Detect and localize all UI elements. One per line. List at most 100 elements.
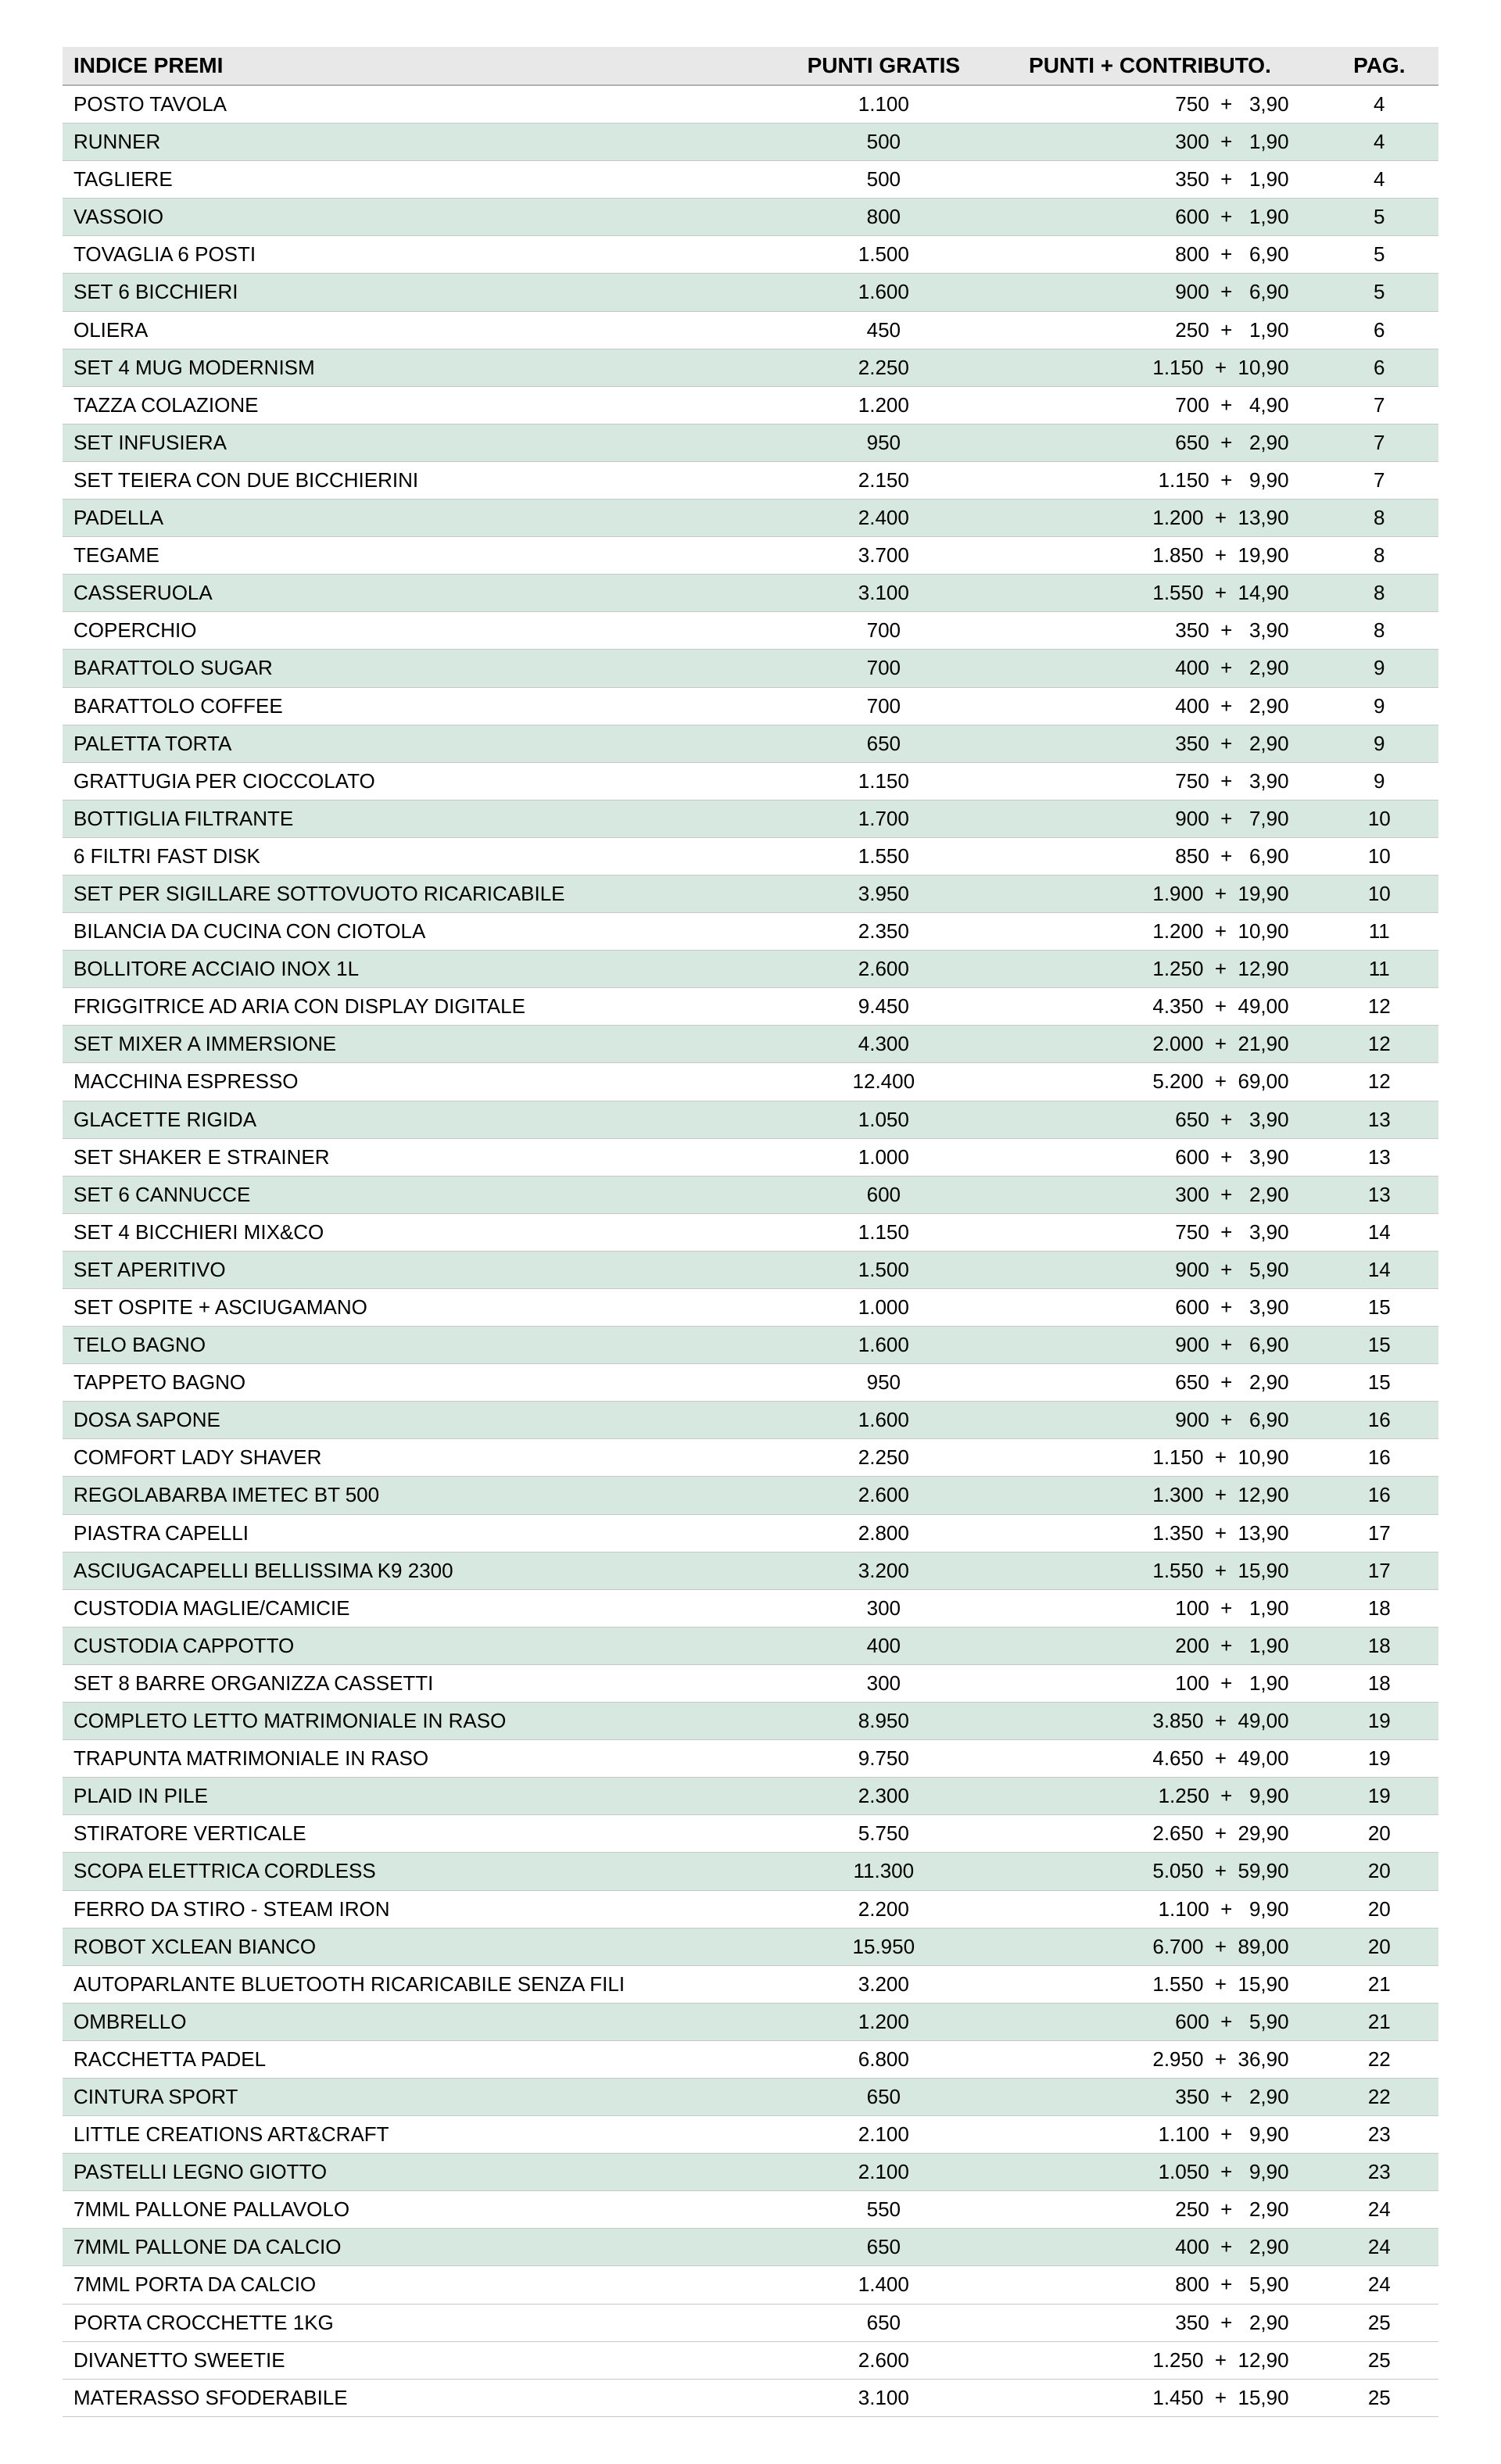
cell-page: 20	[1320, 1890, 1438, 1928]
table-row: POSTO TAVOLA1.100 750 + 3,904	[63, 85, 1438, 124]
cell-punti-gratis: 1.700	[787, 800, 980, 837]
cell-punti-contributo: 1.050 + 9,90	[980, 2154, 1320, 2191]
cell-page: 12	[1320, 1063, 1438, 1101]
cell-name: 7MML PALLONE PALLAVOLO	[63, 2191, 787, 2229]
table-row: MACCHINA ESPRESSO12.400 5.200 + 69,0012	[63, 1063, 1438, 1101]
table-row: OMBRELLO1.200 600 + 5,9021	[63, 2003, 1438, 2040]
cell-name: SET 4 MUG MODERNISM	[63, 349, 787, 386]
cell-page: 19	[1320, 1703, 1438, 1740]
cell-name: LITTLE CREATIONS ART&CRAFT	[63, 2116, 787, 2154]
cell-page: 19	[1320, 1740, 1438, 1778]
cell-name: ASCIUGACAPELLI BELLISSIMA K9 2300	[63, 1552, 787, 1589]
cell-name: COMFORT LADY SHAVER	[63, 1439, 787, 1477]
cell-punti-contributo: 1.150 + 10,90	[980, 349, 1320, 386]
cell-name: MATERASSO SFODERABILE	[63, 2379, 787, 2416]
table-row: SET TEIERA CON DUE BICCHIERINI2.150 1.15…	[63, 461, 1438, 499]
cell-punti-gratis: 650	[787, 2229, 980, 2266]
cell-punti-gratis: 2.100	[787, 2116, 980, 2154]
table-row: SET 4 BICCHIERI MIX&CO1.150 750 + 3,9014	[63, 1213, 1438, 1251]
cell-name: TAZZA COLAZIONE	[63, 386, 787, 424]
table-row: BARATTOLO COFFEE700 400 + 2,909	[63, 687, 1438, 725]
cell-punti-gratis: 2.600	[787, 951, 980, 988]
cell-punti-gratis: 600	[787, 1176, 980, 1213]
cell-punti-contributo: 1.350 + 13,90	[980, 1514, 1320, 1552]
cell-page: 21	[1320, 1965, 1438, 2003]
cell-name: TELO BAGNO	[63, 1327, 787, 1364]
table-row: MATERASSO SFODERABILE3.100 1.450 + 15,90…	[63, 2379, 1438, 2416]
cell-name: RUNNER	[63, 124, 787, 161]
cell-page: 12	[1320, 988, 1438, 1026]
cell-name: 6 FILTRI FAST DISK	[63, 837, 787, 875]
cell-punti-gratis: 950	[787, 1364, 980, 1402]
table-body: POSTO TAVOLA1.100 750 + 3,904RUNNER500 3…	[63, 85, 1438, 2416]
cell-punti-contributo: 1.550 + 14,90	[980, 575, 1320, 612]
cell-punti-gratis: 2.400	[787, 500, 980, 537]
cell-punti-contributo: 1.150 + 9,90	[980, 461, 1320, 499]
cell-punti-contributo: 600 + 1,90	[980, 199, 1320, 236]
cell-name: SCOPA ELETTRICA CORDLESS	[63, 1853, 787, 1890]
cell-name: SET 4 BICCHIERI MIX&CO	[63, 1213, 787, 1251]
cell-page: 4	[1320, 124, 1438, 161]
cell-punti-gratis: 2.350	[787, 913, 980, 951]
cell-page: 6	[1320, 349, 1438, 386]
cell-page: 25	[1320, 2379, 1438, 2416]
cell-page: 15	[1320, 1327, 1438, 1364]
table-row: GRATTUGIA PER CIOCCOLATO1.150 750 + 3,90…	[63, 762, 1438, 800]
cell-punti-gratis: 1.050	[787, 1101, 980, 1138]
cell-page: 19	[1320, 1778, 1438, 1815]
cell-name: CUSTODIA CAPPOTTO	[63, 1627, 787, 1664]
cell-name: TAGLIERE	[63, 161, 787, 199]
cell-punti-contributo: 1.250 + 9,90	[980, 1778, 1320, 1815]
cell-punti-gratis: 1.600	[787, 1402, 980, 1439]
cell-punti-contributo: 350 + 3,90	[980, 612, 1320, 650]
cell-punti-contributo: 900 + 7,90	[980, 800, 1320, 837]
cell-page: 4	[1320, 161, 1438, 199]
cell-punti-contributo: 900 + 6,90	[980, 1327, 1320, 1364]
cell-punti-contributo: 400 + 2,90	[980, 687, 1320, 725]
cell-page: 24	[1320, 2191, 1438, 2229]
prize-index-page: INDICE PREMI PUNTI GRATIS PUNTI + CONTRI…	[63, 47, 1438, 2417]
cell-punti-contributo: 2.650 + 29,90	[980, 1815, 1320, 1853]
cell-punti-gratis: 12.400	[787, 1063, 980, 1101]
cell-punti-contributo: 400 + 2,90	[980, 2229, 1320, 2266]
cell-name: OMBRELLO	[63, 2003, 787, 2040]
cell-punti-gratis: 1.200	[787, 2003, 980, 2040]
cell-page: 13	[1320, 1138, 1438, 1176]
cell-punti-gratis: 1.000	[787, 1289, 980, 1327]
cell-page: 9	[1320, 687, 1438, 725]
table-row: GLACETTE RIGIDA1.050 650 + 3,9013	[63, 1101, 1438, 1138]
cell-name: SET PER SIGILLARE SOTTOVUOTO RICARICABIL…	[63, 875, 787, 912]
table-row: PORTA CROCCHETTE 1KG650 350 + 2,9025	[63, 2304, 1438, 2341]
table-row: TRAPUNTA MATRIMONIALE IN RASO9.750 4.650…	[63, 1740, 1438, 1778]
cell-punti-contributo: 800 + 6,90	[980, 236, 1320, 274]
cell-punti-contributo: 100 + 1,90	[980, 1664, 1320, 1702]
cell-page: 24	[1320, 2266, 1438, 2304]
cell-name: BILANCIA DA CUCINA CON CIOTOLA	[63, 913, 787, 951]
cell-punti-contributo: 6.700 + 89,00	[980, 1928, 1320, 1965]
cell-page: 18	[1320, 1589, 1438, 1627]
table-row: VASSOIO800 600 + 1,905	[63, 199, 1438, 236]
table-row: 6 FILTRI FAST DISK1.550 850 + 6,9010	[63, 837, 1438, 875]
cell-punti-contributo: 800 + 5,90	[980, 2266, 1320, 2304]
cell-name: SET 6 CANNUCCE	[63, 1176, 787, 1213]
cell-name: PIASTRA CAPELLI	[63, 1514, 787, 1552]
cell-page: 17	[1320, 1514, 1438, 1552]
cell-page: 23	[1320, 2154, 1438, 2191]
cell-punti-gratis: 3.950	[787, 875, 980, 912]
cell-punti-gratis: 2.600	[787, 1477, 980, 1514]
cell-page: 8	[1320, 575, 1438, 612]
cell-name: VASSOIO	[63, 199, 787, 236]
cell-page: 10	[1320, 837, 1438, 875]
cell-name: PALETTA TORTA	[63, 725, 787, 762]
cell-punti-gratis: 650	[787, 2078, 980, 2115]
cell-name: TRAPUNTA MATRIMONIALE IN RASO	[63, 1740, 787, 1778]
table-row: RACCHETTA PADEL6.800 2.950 + 36,9022	[63, 2040, 1438, 2078]
table-row: PALETTA TORTA650 350 + 2,909	[63, 725, 1438, 762]
cell-name: BOTTIGLIA FILTRANTE	[63, 800, 787, 837]
cell-punti-contributo: 350 + 1,90	[980, 161, 1320, 199]
table-row: FRIGGITRICE AD ARIA CON DISPLAY DIGITALE…	[63, 988, 1438, 1026]
cell-page: 16	[1320, 1439, 1438, 1477]
cell-punti-contributo: 600 + 3,90	[980, 1138, 1320, 1176]
table-row: CUSTODIA CAPPOTTO400 200 + 1,9018	[63, 1627, 1438, 1664]
cell-punti-contributo: 1.550 + 15,90	[980, 1965, 1320, 2003]
